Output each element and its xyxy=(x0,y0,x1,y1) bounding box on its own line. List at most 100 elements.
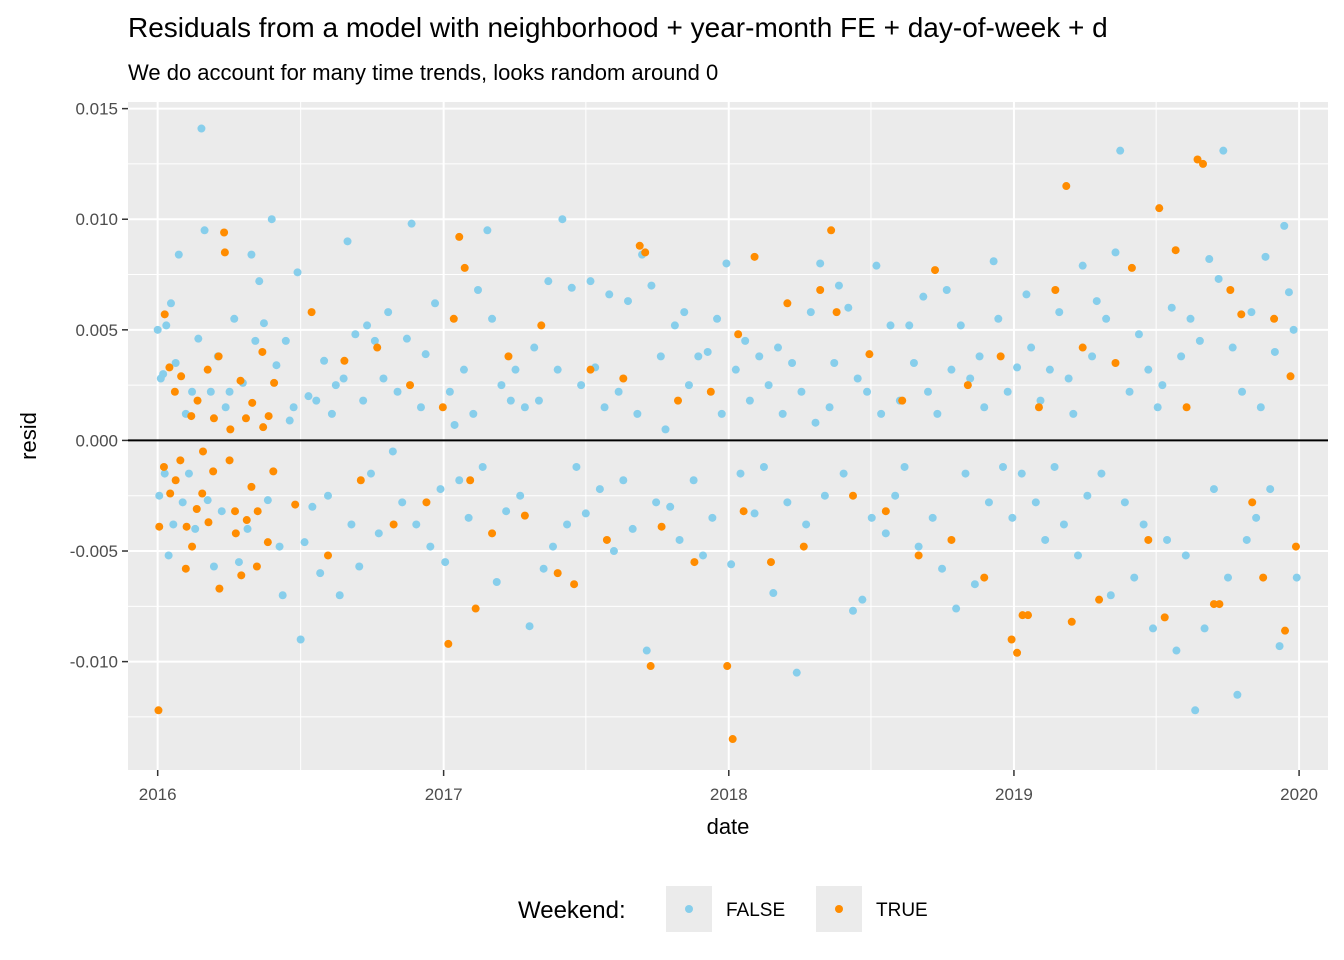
data-point-false xyxy=(633,409,642,418)
data-point-false xyxy=(1031,498,1040,507)
data-point-true xyxy=(657,522,666,531)
data-point-false xyxy=(1064,374,1073,383)
data-point-false xyxy=(572,462,581,471)
data-point-false xyxy=(999,462,1007,471)
data-point-false xyxy=(1088,352,1097,361)
data-point-false xyxy=(989,257,998,266)
data-point-true xyxy=(1067,617,1076,626)
data-point-false xyxy=(206,387,215,396)
data-point-true xyxy=(1024,611,1032,620)
data-point-true xyxy=(1281,626,1290,635)
data-point-true xyxy=(1013,648,1022,657)
data-point-true xyxy=(646,662,655,671)
data-point-true xyxy=(602,535,611,544)
data-point-false xyxy=(464,513,473,522)
data-point-false xyxy=(802,520,811,529)
data-point-false xyxy=(1153,403,1162,412)
data-point-false xyxy=(293,268,302,277)
data-point-false xyxy=(1134,330,1143,339)
data-point-false xyxy=(567,283,576,292)
data-point-false xyxy=(970,580,979,589)
legend-title: Weekend: xyxy=(518,897,626,924)
data-point-true xyxy=(270,378,279,387)
data-point-true xyxy=(1034,403,1043,412)
data-point-false xyxy=(1149,624,1157,633)
data-point-false xyxy=(335,591,344,600)
data-point-false xyxy=(975,352,984,361)
data-point-true xyxy=(832,308,841,317)
data-point-false xyxy=(609,547,618,556)
data-point-false xyxy=(1292,573,1301,582)
data-point-false xyxy=(221,403,230,412)
data-point-false xyxy=(769,589,778,598)
data-point-false xyxy=(162,321,171,330)
data-point-false xyxy=(188,387,197,396)
data-point-true xyxy=(1259,573,1268,582)
data-point-true xyxy=(231,507,240,516)
data-point-false xyxy=(1050,462,1059,471)
data-point-false xyxy=(200,226,209,235)
data-point-false xyxy=(614,387,623,396)
data-point-false xyxy=(184,469,193,478)
data-point-true xyxy=(570,580,579,589)
data-point-true xyxy=(307,308,316,317)
data-point-false xyxy=(675,535,684,544)
data-point-false xyxy=(259,319,268,328)
data-point-false xyxy=(694,352,703,361)
data-point-false xyxy=(1022,290,1031,299)
data-point-true xyxy=(586,365,595,374)
data-point-true xyxy=(739,507,748,516)
data-point-false xyxy=(316,569,325,578)
data-point-false xyxy=(455,476,464,485)
data-point-false xyxy=(247,250,256,259)
data-point-false xyxy=(363,321,372,330)
data-point-false xyxy=(197,124,206,133)
data-point-false xyxy=(1102,314,1111,323)
data-point-false xyxy=(1228,343,1237,352)
x-tick-label: 2017 xyxy=(425,785,463,804)
data-point-false xyxy=(281,336,290,345)
data-point-true xyxy=(225,456,234,465)
data-point-false xyxy=(755,352,764,361)
data-point-true xyxy=(214,352,223,361)
data-point-false xyxy=(558,215,567,224)
data-point-false xyxy=(938,564,947,573)
data-point-false xyxy=(275,542,284,551)
data-point-false xyxy=(1186,314,1195,323)
data-point-true xyxy=(263,538,272,547)
data-point-false xyxy=(1219,146,1228,155)
data-point-false xyxy=(324,491,332,500)
data-point-true xyxy=(706,387,715,396)
data-point-false xyxy=(605,290,614,299)
data-point-false xyxy=(234,558,243,567)
data-point-true xyxy=(1215,600,1224,609)
data-point-false xyxy=(966,374,975,383)
data-point-false xyxy=(900,462,909,471)
data-point-true xyxy=(619,374,628,383)
data-point-true xyxy=(209,414,218,423)
data-point-true xyxy=(449,314,458,323)
y-tick-label: -0.010 xyxy=(70,653,118,672)
data-point-false xyxy=(426,542,435,551)
data-point-false xyxy=(783,498,792,507)
legend-label-false: FALSE xyxy=(726,900,785,921)
data-point-false xyxy=(1139,520,1148,529)
data-point-false xyxy=(1055,308,1064,317)
data-point-true xyxy=(996,352,1005,361)
data-point-true xyxy=(1155,204,1164,213)
data-point-false xyxy=(863,387,872,396)
legend: Weekend: FALSE TRUE xyxy=(518,886,928,932)
data-point-true xyxy=(188,542,197,551)
data-point-false xyxy=(402,334,411,343)
data-point-false xyxy=(778,409,787,418)
data-point-true xyxy=(1007,635,1016,644)
data-point-false xyxy=(1195,336,1204,345)
data-point-false xyxy=(825,403,834,412)
data-point-false xyxy=(153,325,162,334)
data-point-false xyxy=(530,343,539,352)
data-point-false xyxy=(722,259,731,268)
data-point-true xyxy=(1182,403,1191,412)
data-point-false xyxy=(1027,343,1036,352)
data-point-false xyxy=(379,374,388,383)
data-point-true xyxy=(199,447,207,456)
